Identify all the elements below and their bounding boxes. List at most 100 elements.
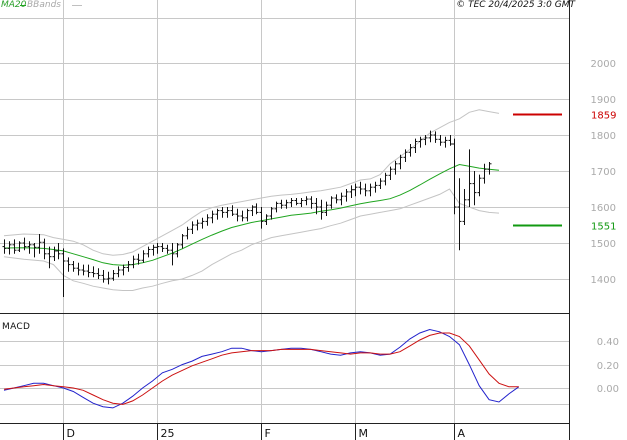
price-bar [146,246,151,258]
price-bar [101,270,106,283]
macd-axis-tick-label: 0.00 [597,384,619,395]
price-bar [71,261,76,272]
price-bar [151,244,156,256]
price-bar [91,266,96,278]
price-bar [457,178,462,251]
price-bar [314,198,319,215]
price-bar [81,264,86,276]
price-bar [27,241,32,254]
price-bar [2,239,7,254]
date-axis-tick-label: F [265,427,271,440]
price-bar [324,201,329,216]
price-bar [155,243,160,254]
price-bar [52,246,57,261]
price-bar [358,181,363,195]
price-bar [373,181,378,193]
price-bar [170,243,175,266]
price-bar [205,214,210,226]
price-bar [235,208,240,222]
price-bar [220,207,225,218]
price-bar [42,238,47,260]
price-bar [393,160,398,175]
price-bar [423,135,428,146]
price-bar [363,183,368,197]
price-bar [180,234,185,249]
price-bar [259,207,264,229]
price-bar [66,257,71,272]
price-bar [344,189,349,202]
price-bar [225,207,230,218]
price-bar [245,208,250,222]
source-credit: © TEC 20/4/2025 3:0 GMT [456,0,575,10]
legend-ma20-swatch [20,5,26,6]
price-bar [111,270,116,281]
price-bar [195,219,200,231]
legend-ma20: MA20 [1,0,27,10]
price-axis-tick-label: 1600 [591,203,616,214]
price-bar [319,199,324,220]
macd-axis-tick-label: 0.40 [597,337,619,348]
price-bar [383,172,388,186]
price-bar [339,192,344,206]
price-bar [482,163,487,184]
resistance-level-label: 1859 [591,111,616,122]
price-axis-labels: 1400 1500 1600 1700 1800 1900 2000 [591,59,616,286]
chart-frame [0,0,570,440]
price-axis-tick-label: 1800 [591,131,616,142]
price-axis-tick-label: 1400 [591,275,616,286]
price-bar [264,214,269,225]
price-bar [294,198,299,206]
signal-line [3,332,519,405]
price-bar [96,268,101,279]
price-bar [274,201,279,213]
price-bar [284,199,289,209]
price-bar [136,253,141,265]
bband-lower-line [3,188,500,291]
price-bar [86,264,91,278]
price-bar [304,196,309,206]
macd-grid [0,341,569,405]
price-bar [61,248,66,297]
legend-bbands-swatch [72,5,82,6]
legend-bbands: BBands [27,0,61,10]
macd-axis-labels: 0.00 0.20 0.40 [597,337,619,395]
price-bar [428,130,433,143]
price-bar [106,271,111,285]
price-bar [378,178,383,189]
price-bar [408,144,413,157]
price-bar [309,196,314,209]
date-axis-tick-label: D [67,427,75,440]
price-bar [7,241,12,255]
price-bar [487,162,492,175]
price-bar [269,207,274,220]
price-bar [477,174,482,197]
price-bar [349,185,354,198]
price-bars [2,130,492,297]
price-bar [418,136,423,148]
price-bar [443,136,448,148]
price-bar [353,183,358,197]
price-bar [185,226,190,240]
price-bar [448,135,453,146]
price-bar [37,234,42,254]
price-bar [403,149,408,162]
price-bar [76,262,81,276]
price-bar [200,217,205,229]
price-axis-tick-label: 1500 [591,239,616,250]
price-levels: 1859 1551 [513,111,616,233]
date-axis: D 25 F M A [63,423,466,440]
price-bar [334,194,339,204]
price-bar [433,131,438,143]
price-bar [17,241,22,252]
price-bar [210,210,215,224]
price-bar [141,250,146,263]
price-bar [299,198,304,207]
price-bar [160,243,165,252]
price-bar [22,237,27,251]
date-axis-tick-label: M [359,427,369,440]
price-bar [175,243,180,258]
price-bar [279,199,284,209]
price-bar [452,138,457,215]
price-axis-tick-label: 1900 [591,95,616,106]
